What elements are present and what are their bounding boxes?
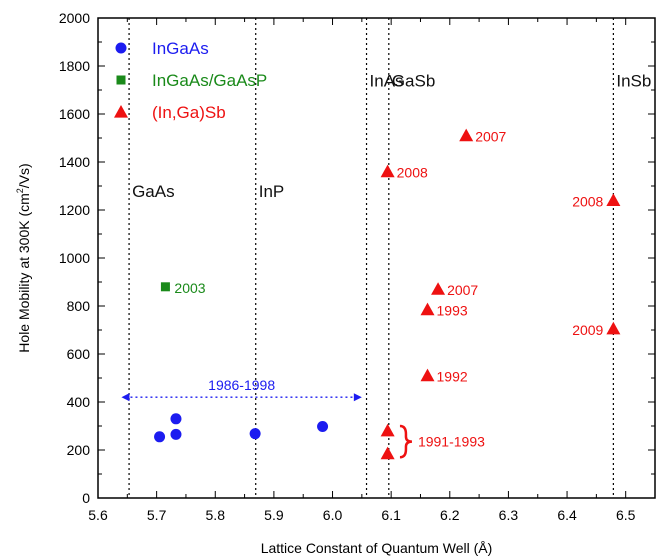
brace-annotation-label: 1991-1993 [418,434,485,450]
data-label: 2003 [174,280,205,296]
data-point [420,368,435,382]
x-tick-label: 6.5 [616,507,636,523]
y-axis-label-unit: /Vs) [16,163,32,188]
y-tick-label: 0 [82,490,90,506]
reference-line-label: InAs [370,71,404,90]
data-point [170,413,182,425]
x-tick-label: 5.7 [147,507,167,523]
legend-label: InGaAs [152,39,209,58]
range-arrow-head [121,393,130,402]
reference-line-label: GaSb [392,71,435,90]
data-point [459,128,474,142]
data-point [160,282,170,292]
data-point [606,321,621,335]
y-tick-label: 2000 [59,10,90,26]
legend-label: InGaAs/GaAsP [152,71,267,90]
axis-ticks: 0 200 400 600 800 1000 1200 1400 1600 1800 2000 5.6… [59,10,656,523]
y-tick-label: 800 [67,298,91,314]
y-axis-label-main: Hole Mobility at 300K (cm [16,193,32,353]
range-annotation-label: 1986-1998 [208,377,275,393]
y-tick-label: 1200 [59,202,90,218]
y-tick-label: 1600 [59,106,90,122]
reference-line-label: InSb [616,71,651,90]
data-label: 2007 [475,129,506,145]
x-tick-label: 5.9 [264,507,284,523]
y-tick-label: 600 [67,346,91,362]
x-axis-label: Lattice Constant of Quantum Well (Å) [261,540,493,556]
data-point [249,428,261,440]
data-label: 2008 [572,193,603,209]
legend: InGaAs InGaAs/GaAsP (In,Ga)Sb [114,39,267,122]
data-point [317,420,329,432]
x-tick-label: 6.0 [323,507,343,523]
legend-marker [114,105,128,118]
y-axis-label: Hole Mobility at 300K (cm2/Vs) [15,163,32,352]
x-tick-label: 6.2 [440,507,460,523]
reference-line-label: GaAs [132,182,175,201]
x-tick-label: 5.8 [206,507,226,523]
data-label: 2008 [397,165,428,181]
data-label: 1993 [437,303,468,319]
y-tick-label: 1800 [59,58,90,74]
range-arrow-head [353,393,362,402]
x-tick-label: 6.3 [499,507,519,523]
data-label: 1992 [437,369,468,385]
data-point [154,431,166,443]
x-tick-label: 5.6 [88,507,108,523]
y-tick-label: 1000 [59,250,90,266]
legend-marker [115,42,127,54]
y-tick-label: 1400 [59,154,90,170]
data-point [420,302,435,316]
data-point [380,164,395,178]
legend-marker [116,75,126,85]
data-points: 2003 2008 1992 1993 2007 2007 2008 2009 [154,128,621,460]
y-tick-label: 200 [67,442,91,458]
reference-line-label: InP [259,182,285,201]
data-point [380,423,395,437]
data-point [380,446,395,460]
x-tick-label: 6.4 [557,507,577,523]
y-axis-label-superscript: 2 [15,188,25,193]
data-point [431,282,446,295]
curly-brace [399,424,413,459]
legend-label: (In,Ga)Sb [152,103,226,122]
x-tick-label: 6.1 [381,507,401,523]
y-tick-label: 400 [67,394,91,410]
data-point [170,428,182,440]
data-point [606,193,621,206]
data-label: 2007 [447,282,478,298]
data-label: 2009 [572,322,603,338]
